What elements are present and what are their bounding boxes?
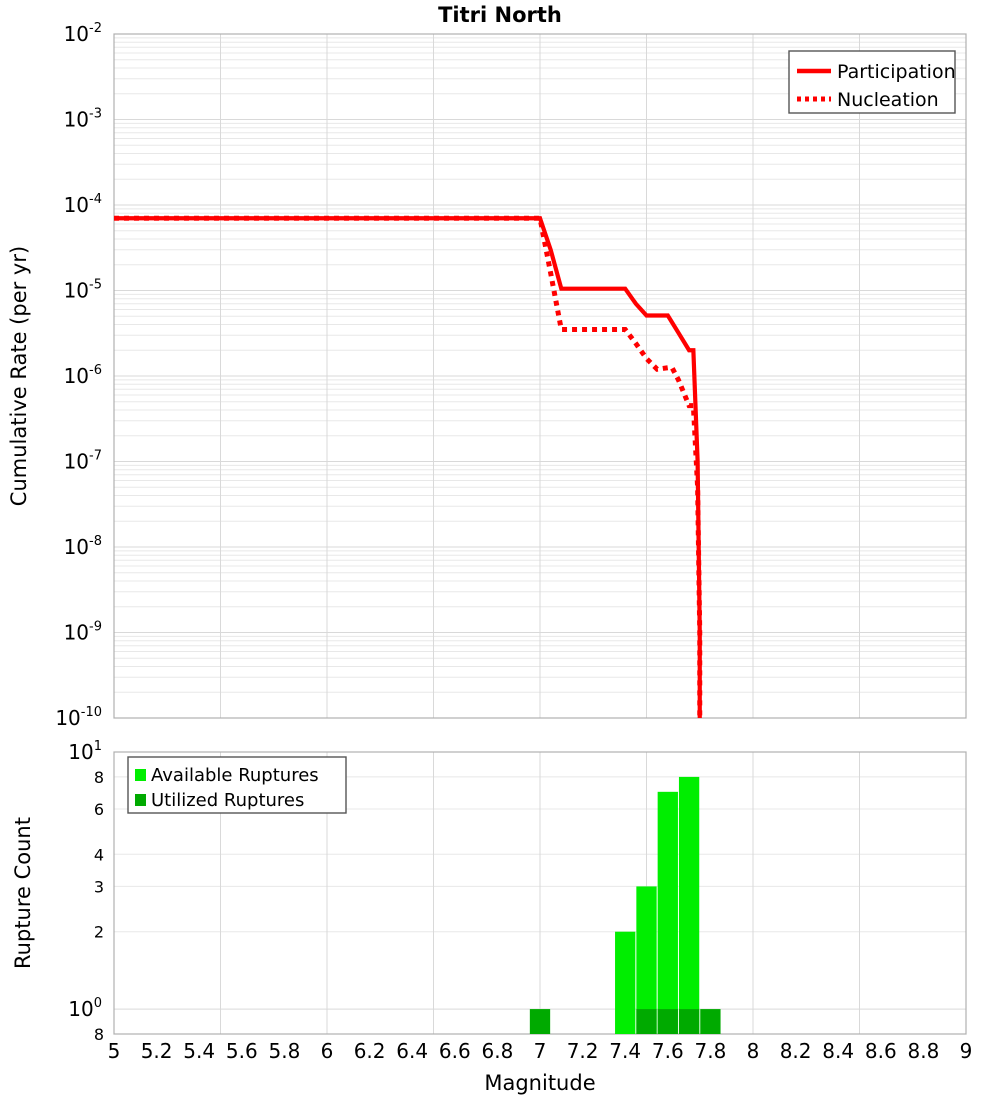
- upper-legend-box: [788, 50, 956, 114]
- x-tick-label: 5.2: [141, 1039, 173, 1063]
- x-tick-label: 7.6: [652, 1039, 684, 1063]
- bar-utilized-ruptures: [529, 1009, 551, 1034]
- x-tick-label: 7.2: [567, 1039, 599, 1063]
- x-tick-label: 8.8: [907, 1039, 939, 1063]
- x-tick-label: 7.4: [609, 1039, 641, 1063]
- bar-utilized-ruptures: [700, 1009, 721, 1034]
- upper-panel-legend[interactable]: Participation Nucleation: [788, 50, 956, 114]
- y-tick-lower: 8: [94, 768, 104, 787]
- upper-panel-series: [114, 215, 703, 718]
- svg-text:6: 6: [94, 800, 104, 819]
- upper-y-tick-labels: 10-210-310-410-510-610-710-810-910-10: [55, 21, 102, 730]
- y-tick-lower: 2: [94, 923, 104, 942]
- x-tick-label: 7: [534, 1039, 547, 1063]
- lower-panel-bars: [529, 776, 721, 1034]
- x-tick-label: 5.4: [183, 1039, 215, 1063]
- x-tick-label: 8.4: [822, 1039, 854, 1063]
- lower-legend-box: [127, 756, 347, 814]
- x-tick-label: 6: [321, 1039, 334, 1063]
- bar-available-ruptures: [636, 886, 657, 1034]
- y-tick-lower: 8: [94, 1025, 104, 1044]
- y-tick-upper: 10-7: [64, 449, 102, 474]
- svg-text:8: 8: [94, 1025, 104, 1044]
- bar-utilized-ruptures: [636, 1009, 657, 1034]
- bar-available-ruptures: [678, 776, 700, 1034]
- x-tick-label: 8.6: [865, 1039, 897, 1063]
- upper-panel-grid: [113, 33, 967, 719]
- legend-label: Participation: [837, 61, 956, 83]
- svg-text:2: 2: [94, 923, 104, 942]
- svg-text:4: 4: [94, 845, 104, 864]
- legend-label: Available Ruptures: [151, 765, 319, 786]
- x-tick-label: 8: [747, 1039, 760, 1063]
- legend-swatch: [135, 794, 146, 806]
- svg-text:10-7: 10-7: [64, 449, 102, 474]
- x-tick-label: 5.8: [268, 1039, 300, 1063]
- svg-text:3: 3: [94, 877, 104, 896]
- legend-entry-participation[interactable]: Participation: [797, 61, 956, 83]
- x-tick-label: 7.8: [694, 1039, 726, 1063]
- upper-y-axis-title: Cumulative Rate (per yr): [7, 246, 31, 506]
- x-tick-label: 6.4: [396, 1039, 428, 1063]
- x-tick-label: 5: [108, 1039, 121, 1063]
- bar-utilized-ruptures: [678, 1009, 700, 1034]
- y-tick-lower: 6: [94, 800, 104, 819]
- lower-panel-legend[interactable]: Available Ruptures Utilized Ruptures: [127, 756, 347, 814]
- legend-entry-utilized-ruptures[interactable]: Utilized Ruptures: [135, 790, 304, 811]
- y-tick-upper: 10-9: [64, 620, 102, 645]
- series-line-participation: [114, 216, 702, 718]
- svg-text:10-9: 10-9: [64, 620, 102, 645]
- legend-label: Utilized Ruptures: [151, 790, 304, 811]
- lower-y-axis-title: Rupture Count: [11, 817, 35, 969]
- x-tick-label: 8.2: [780, 1039, 812, 1063]
- legend-swatch: [135, 769, 146, 781]
- svg-text:8: 8: [94, 768, 104, 787]
- x-axis-title: Magnitude: [484, 1071, 595, 1095]
- x-tick-label: 6.8: [481, 1039, 513, 1063]
- x-tick-label: 6.6: [439, 1039, 471, 1063]
- y-tick-lower: 4: [94, 845, 104, 864]
- page-title: Titri North: [438, 3, 562, 27]
- x-tick-label: 6.2: [354, 1039, 386, 1063]
- upper-plot-frame: [113, 33, 967, 719]
- x-tick-label: 5.6: [226, 1039, 258, 1063]
- legend-label: Nucleation: [837, 89, 939, 111]
- legend-entry-nucleation[interactable]: Nucleation: [797, 89, 939, 111]
- bar-utilized-ruptures: [657, 1009, 678, 1034]
- x-tick-label: 9: [960, 1039, 973, 1063]
- y-tick-lower: 3: [94, 877, 104, 896]
- bar-available-ruptures: [615, 931, 636, 1034]
- legend-entry-available-ruptures[interactable]: Available Ruptures: [135, 765, 319, 786]
- bar-available-ruptures: [657, 791, 678, 1034]
- series-line-nucleation: [114, 215, 703, 718]
- x-axis-tick-labels: 5 5.2 5.4 5.6 5.8 6 6.2 6.4 6.6 6.8 7 7.2 7.4 7.6 7.8 8…: [108, 1039, 973, 1063]
